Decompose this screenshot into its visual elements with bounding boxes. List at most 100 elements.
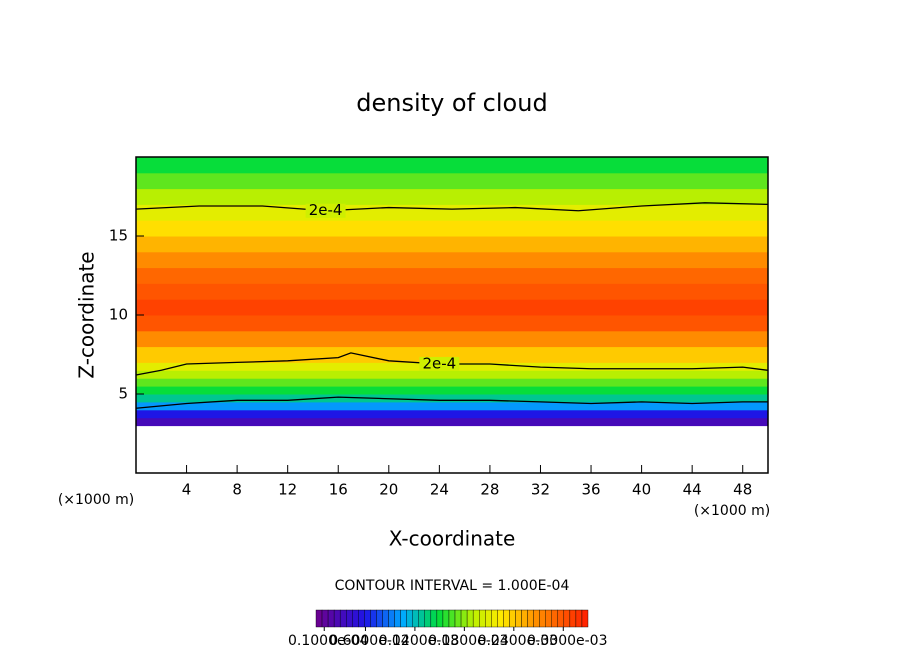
- field-band: [136, 299, 768, 316]
- colorbar-swatch: [364, 609, 371, 628]
- colorbar-swatch: [479, 609, 486, 628]
- field-band: [136, 315, 768, 332]
- field-band: [136, 346, 768, 363]
- colorbar-swatch: [557, 609, 565, 628]
- field-band: [136, 283, 768, 300]
- field-band: [136, 401, 768, 411]
- x-axis-label: X-coordinate: [389, 527, 516, 551]
- colorbar-swatch: [339, 609, 347, 628]
- colorbar-swatch: [521, 609, 528, 628]
- colorbar-tick-label: 0.1200e-03: [379, 633, 459, 649]
- colorbar-swatch: [551, 609, 558, 628]
- field-band: [136, 409, 768, 419]
- contour-line: [135, 202, 769, 212]
- field-band: [136, 220, 768, 237]
- contour-interval: CONTOUR INTERVAL = 1.000E-04: [335, 578, 570, 594]
- colorbar-swatch: [509, 609, 516, 628]
- colorbar-swatch: [370, 609, 377, 628]
- colorbar-swatch: [315, 609, 323, 628]
- x-tick-label: 12: [278, 481, 297, 499]
- contour-label-bg: [305, 203, 346, 218]
- x-tick-label: 28: [480, 481, 499, 499]
- y-tick-label: 10: [109, 306, 128, 324]
- colorbar-swatch: [352, 609, 359, 628]
- colorbar-swatch: [436, 609, 444, 628]
- colorbar-swatch: [491, 609, 498, 628]
- contour-label-group: 2e-4: [419, 354, 460, 372]
- x-tick-label: 44: [683, 481, 702, 499]
- colorbar-swatch: [533, 609, 540, 628]
- contour-label: 2e-4: [422, 354, 456, 372]
- x-tick-label: 40: [632, 481, 651, 499]
- colorbar-swatch: [394, 609, 401, 628]
- colorbar-tick-label: 0.1000e-04: [288, 633, 369, 649]
- colorbar-swatch: [430, 609, 438, 628]
- field-band: [136, 267, 768, 284]
- field-band: [136, 251, 768, 269]
- colorbar-swatch: [563, 609, 571, 628]
- colorbar-swatch: [581, 609, 589, 628]
- colorbar-swatch: [333, 609, 341, 628]
- colorbar-tick-label: 0.6000e-04: [329, 633, 410, 649]
- y-tick-label: 5: [118, 385, 128, 403]
- x-tick-label: 24: [430, 481, 449, 499]
- colorbar-swatch: [448, 609, 456, 628]
- x-tick-label: 36: [581, 481, 600, 499]
- field-band: [136, 157, 768, 174]
- y-unit-label: (×1000 m): [58, 492, 134, 508]
- colorbar-swatch: [418, 609, 425, 628]
- colorbar-swatch: [400, 609, 407, 628]
- field-band: [136, 172, 768, 190]
- y-axis-label: Z-coordinate: [75, 251, 99, 378]
- colorbar-swatch: [358, 609, 365, 628]
- colorbar-swatch: [527, 609, 534, 628]
- colorbar-swatch: [460, 609, 468, 628]
- contour-label: 2e-4: [309, 201, 343, 219]
- colorbar-swatch: [327, 609, 335, 628]
- colorbar-swatch: [376, 609, 383, 628]
- colorbar-swatch: [539, 609, 546, 628]
- colorbar-swatch: [545, 609, 552, 628]
- colorbar-tick-label: 0.2400e-03: [478, 633, 558, 649]
- colorbar-swatch: [454, 609, 462, 628]
- y-tick-label: 15: [109, 227, 128, 245]
- x-tick-label: 20: [379, 481, 398, 499]
- x-tick-label: 48: [733, 481, 752, 499]
- field-band: [136, 188, 768, 205]
- colorbar-swatch: [497, 609, 504, 628]
- colorbar-swatch: [424, 609, 432, 628]
- colorbar-swatch: [406, 609, 413, 628]
- x-unit-label: (×1000 m): [694, 503, 770, 519]
- colorbar-swatch: [472, 609, 480, 628]
- colorbar-swatch: [321, 609, 329, 628]
- colorbar-tick-label: 0.3000e-03: [527, 633, 607, 649]
- field-band: [136, 330, 768, 348]
- colorbar-swatch: [388, 609, 395, 628]
- contour-label-group: 2e-4: [305, 201, 346, 219]
- colorbar-swatch: [503, 609, 510, 628]
- contour-label-bg: [419, 356, 460, 371]
- field-band: [136, 417, 768, 427]
- colorbar-swatch: [382, 609, 389, 628]
- field-band: [136, 236, 768, 253]
- x-tick-label: 8: [232, 481, 242, 499]
- colorbar-swatch: [515, 609, 522, 628]
- colorbar-swatch: [569, 609, 577, 628]
- x-tick-label: 32: [531, 481, 550, 499]
- chart-title: density of cloud: [356, 89, 547, 117]
- x-tick-label: 4: [182, 481, 192, 499]
- field-band: [136, 204, 768, 221]
- colorbar-swatch: [442, 609, 450, 628]
- x-tick-label: 16: [329, 481, 348, 499]
- field-band: [136, 386, 768, 395]
- colorbar-swatch: [485, 609, 492, 628]
- colorbar-swatch: [412, 609, 419, 628]
- contour-line: [135, 352, 769, 376]
- colorbar-swatch: [346, 609, 353, 628]
- field-band: [136, 370, 768, 379]
- colorbar-swatch: [466, 609, 474, 628]
- field-band: [136, 378, 768, 387]
- field-band: [136, 394, 768, 403]
- contour-line: [135, 396, 768, 409]
